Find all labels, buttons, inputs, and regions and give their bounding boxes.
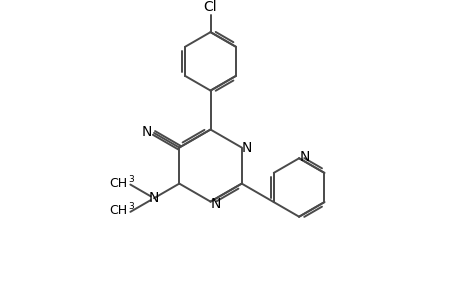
- Text: 3: 3: [128, 175, 134, 184]
- Text: N: N: [142, 125, 152, 139]
- Text: CH: CH: [109, 204, 127, 218]
- Text: N: N: [210, 196, 220, 211]
- Text: Cl: Cl: [203, 0, 217, 14]
- Text: CH: CH: [109, 177, 127, 190]
- Text: N: N: [299, 150, 309, 164]
- Text: N: N: [241, 141, 251, 154]
- Text: N: N: [148, 191, 159, 205]
- Text: 3: 3: [128, 202, 134, 211]
